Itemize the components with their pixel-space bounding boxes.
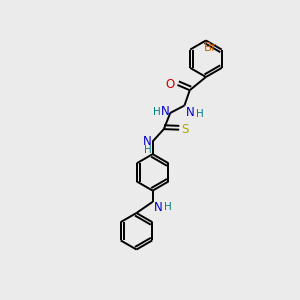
Text: H: H [164,202,172,212]
Text: H: H [196,109,203,119]
Text: Br: Br [204,41,217,54]
Text: S: S [182,123,189,136]
Text: N: N [143,135,152,148]
Text: O: O [166,78,175,91]
Text: H: H [153,107,160,117]
Text: N: N [186,106,194,119]
Text: N: N [160,105,169,118]
Text: H: H [144,145,152,155]
Text: N: N [154,201,163,214]
